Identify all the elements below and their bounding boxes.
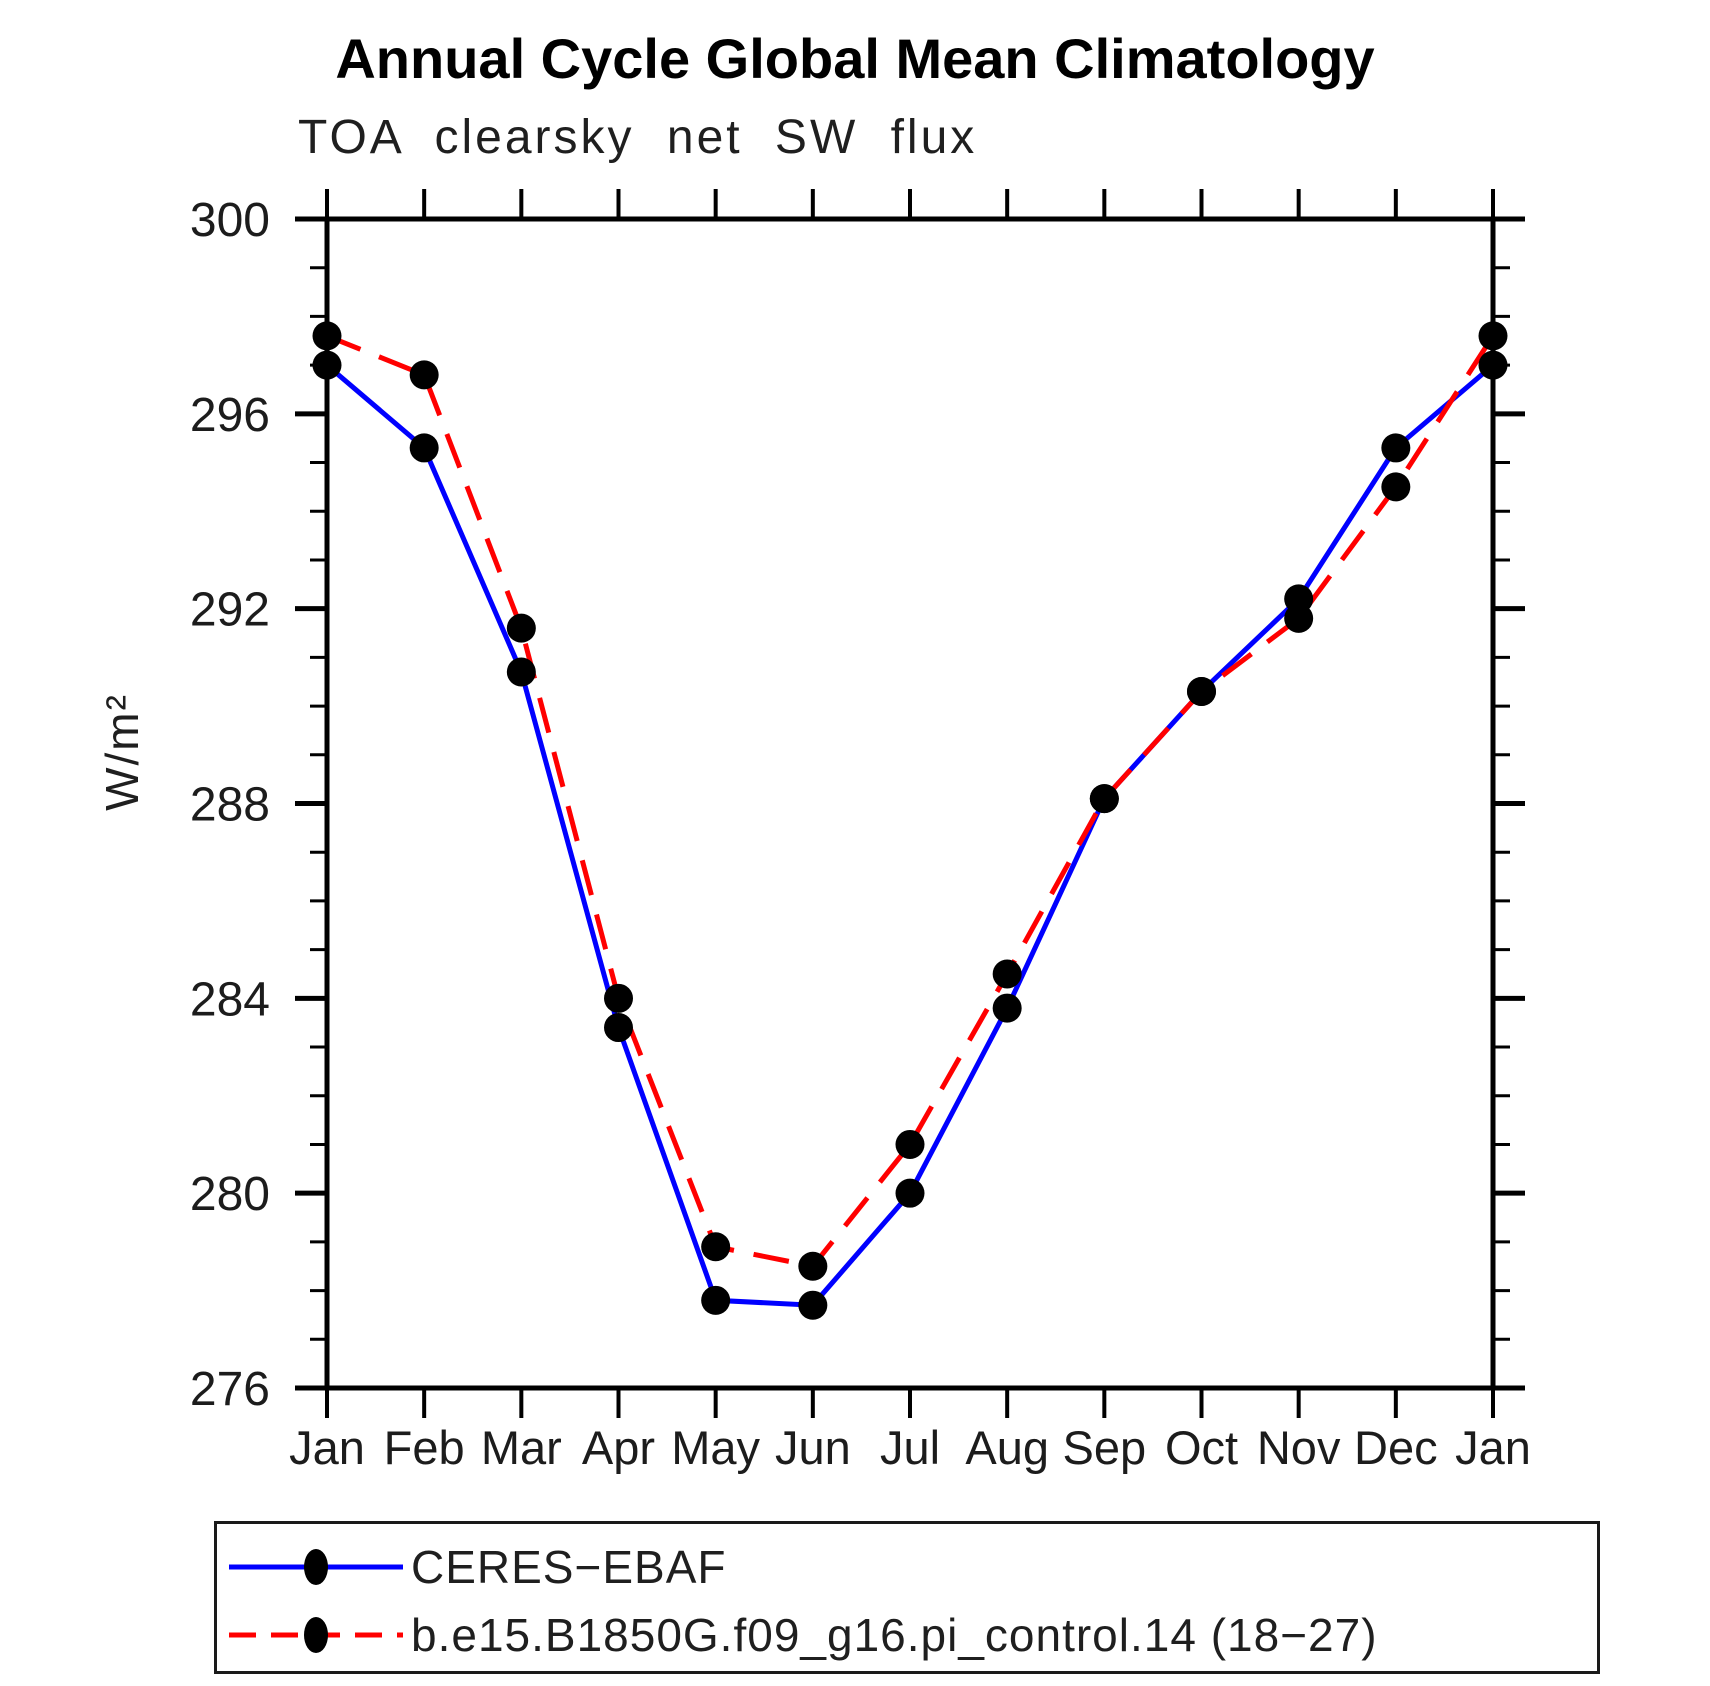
chart-subtitle: TOA clearsky net SW flux bbox=[298, 111, 978, 164]
plot-frame bbox=[324, 216, 1496, 1391]
x-tick-label: Jan bbox=[1455, 1421, 1531, 1474]
legend-label-ceres-ebaf: CERES−EBAF bbox=[411, 1541, 727, 1593]
data-point-marker-s1 bbox=[1089, 784, 1119, 814]
y-tick-label: 288 bbox=[190, 779, 270, 832]
x-tick-label: Mar bbox=[481, 1421, 562, 1474]
legend-box: CERES−EBAF b.e15.B1850G.f09_g16.pi_contr… bbox=[214, 1521, 1600, 1674]
data-point-marker-s1 bbox=[798, 1251, 828, 1281]
data-point-marker-s1 bbox=[701, 1232, 731, 1262]
data-point-marker-s1 bbox=[312, 321, 342, 351]
x-tick-label: Oct bbox=[1165, 1421, 1238, 1474]
y-tick-label: 276 bbox=[190, 1363, 270, 1416]
data-point-marker-s0 bbox=[798, 1290, 828, 1320]
data-point-marker-s1 bbox=[895, 1129, 925, 1159]
y-tick-label: 284 bbox=[190, 973, 270, 1026]
data-point-marker-s0 bbox=[1478, 350, 1508, 380]
x-tick-label: Jun bbox=[775, 1421, 851, 1474]
x-tick-label: Jul bbox=[880, 1421, 940, 1474]
x-tick-label: Apr bbox=[582, 1421, 655, 1474]
legend-sample-solid-line bbox=[229, 1549, 403, 1585]
data-point-marker-s1 bbox=[409, 360, 439, 390]
y-tick-label: 280 bbox=[190, 1168, 270, 1221]
data-point-marker-s0 bbox=[895, 1178, 925, 1208]
data-point-marker-s0 bbox=[701, 1285, 731, 1315]
data-point-marker-s0 bbox=[1381, 433, 1411, 463]
legend-entry-ceres-ebaf: CERES−EBAF bbox=[225, 1538, 727, 1596]
data-point-marker-s0 bbox=[506, 657, 536, 687]
legend-marker-dot bbox=[304, 1549, 328, 1585]
x-tick-label: Nov bbox=[1257, 1421, 1341, 1474]
series-line-1 bbox=[326, 333, 1496, 1269]
data-point-marker-s1 bbox=[1478, 321, 1508, 351]
x-tick-label: Feb bbox=[384, 1421, 465, 1474]
data-point-marker-s0 bbox=[992, 993, 1022, 1023]
data-point-marker-s0 bbox=[312, 350, 342, 380]
data-point-marker-s1 bbox=[506, 613, 536, 643]
legend-sample-dashed-line bbox=[229, 1617, 403, 1653]
data-point-marker-s1 bbox=[992, 959, 1022, 989]
y-tick-label: 292 bbox=[190, 584, 270, 637]
data-point-marker-s0 bbox=[604, 1013, 633, 1043]
data-point-marker-s0 bbox=[409, 433, 439, 463]
legend-entry-model: b.e15.B1850G.f09_g16.pi_control.14 (18−2… bbox=[225, 1606, 1378, 1664]
x-tick-label: Jan bbox=[289, 1421, 365, 1474]
data-point-marker-s1 bbox=[604, 983, 633, 1013]
data-point-marker-s1 bbox=[1187, 676, 1216, 706]
x-tick-label: Aug bbox=[965, 1421, 1049, 1474]
series-line-0 bbox=[325, 363, 1495, 1308]
x-tick-label: Dec bbox=[1354, 1421, 1438, 1474]
y-tick-label: 296 bbox=[190, 389, 270, 442]
legend-label-model: b.e15.B1850G.f09_g16.pi_control.14 (18−2… bbox=[411, 1609, 1378, 1661]
x-tick-label: May bbox=[671, 1421, 760, 1474]
chart-title: Annual Cycle Global Mean Climatology bbox=[335, 27, 1375, 90]
data-point-marker-s1 bbox=[1284, 603, 1314, 633]
y-tick-label: 300 bbox=[190, 194, 270, 247]
legend-marker-dot bbox=[304, 1617, 328, 1653]
x-tick-label: Sep bbox=[1063, 1421, 1147, 1474]
data-point-marker-s1 bbox=[1381, 472, 1411, 502]
